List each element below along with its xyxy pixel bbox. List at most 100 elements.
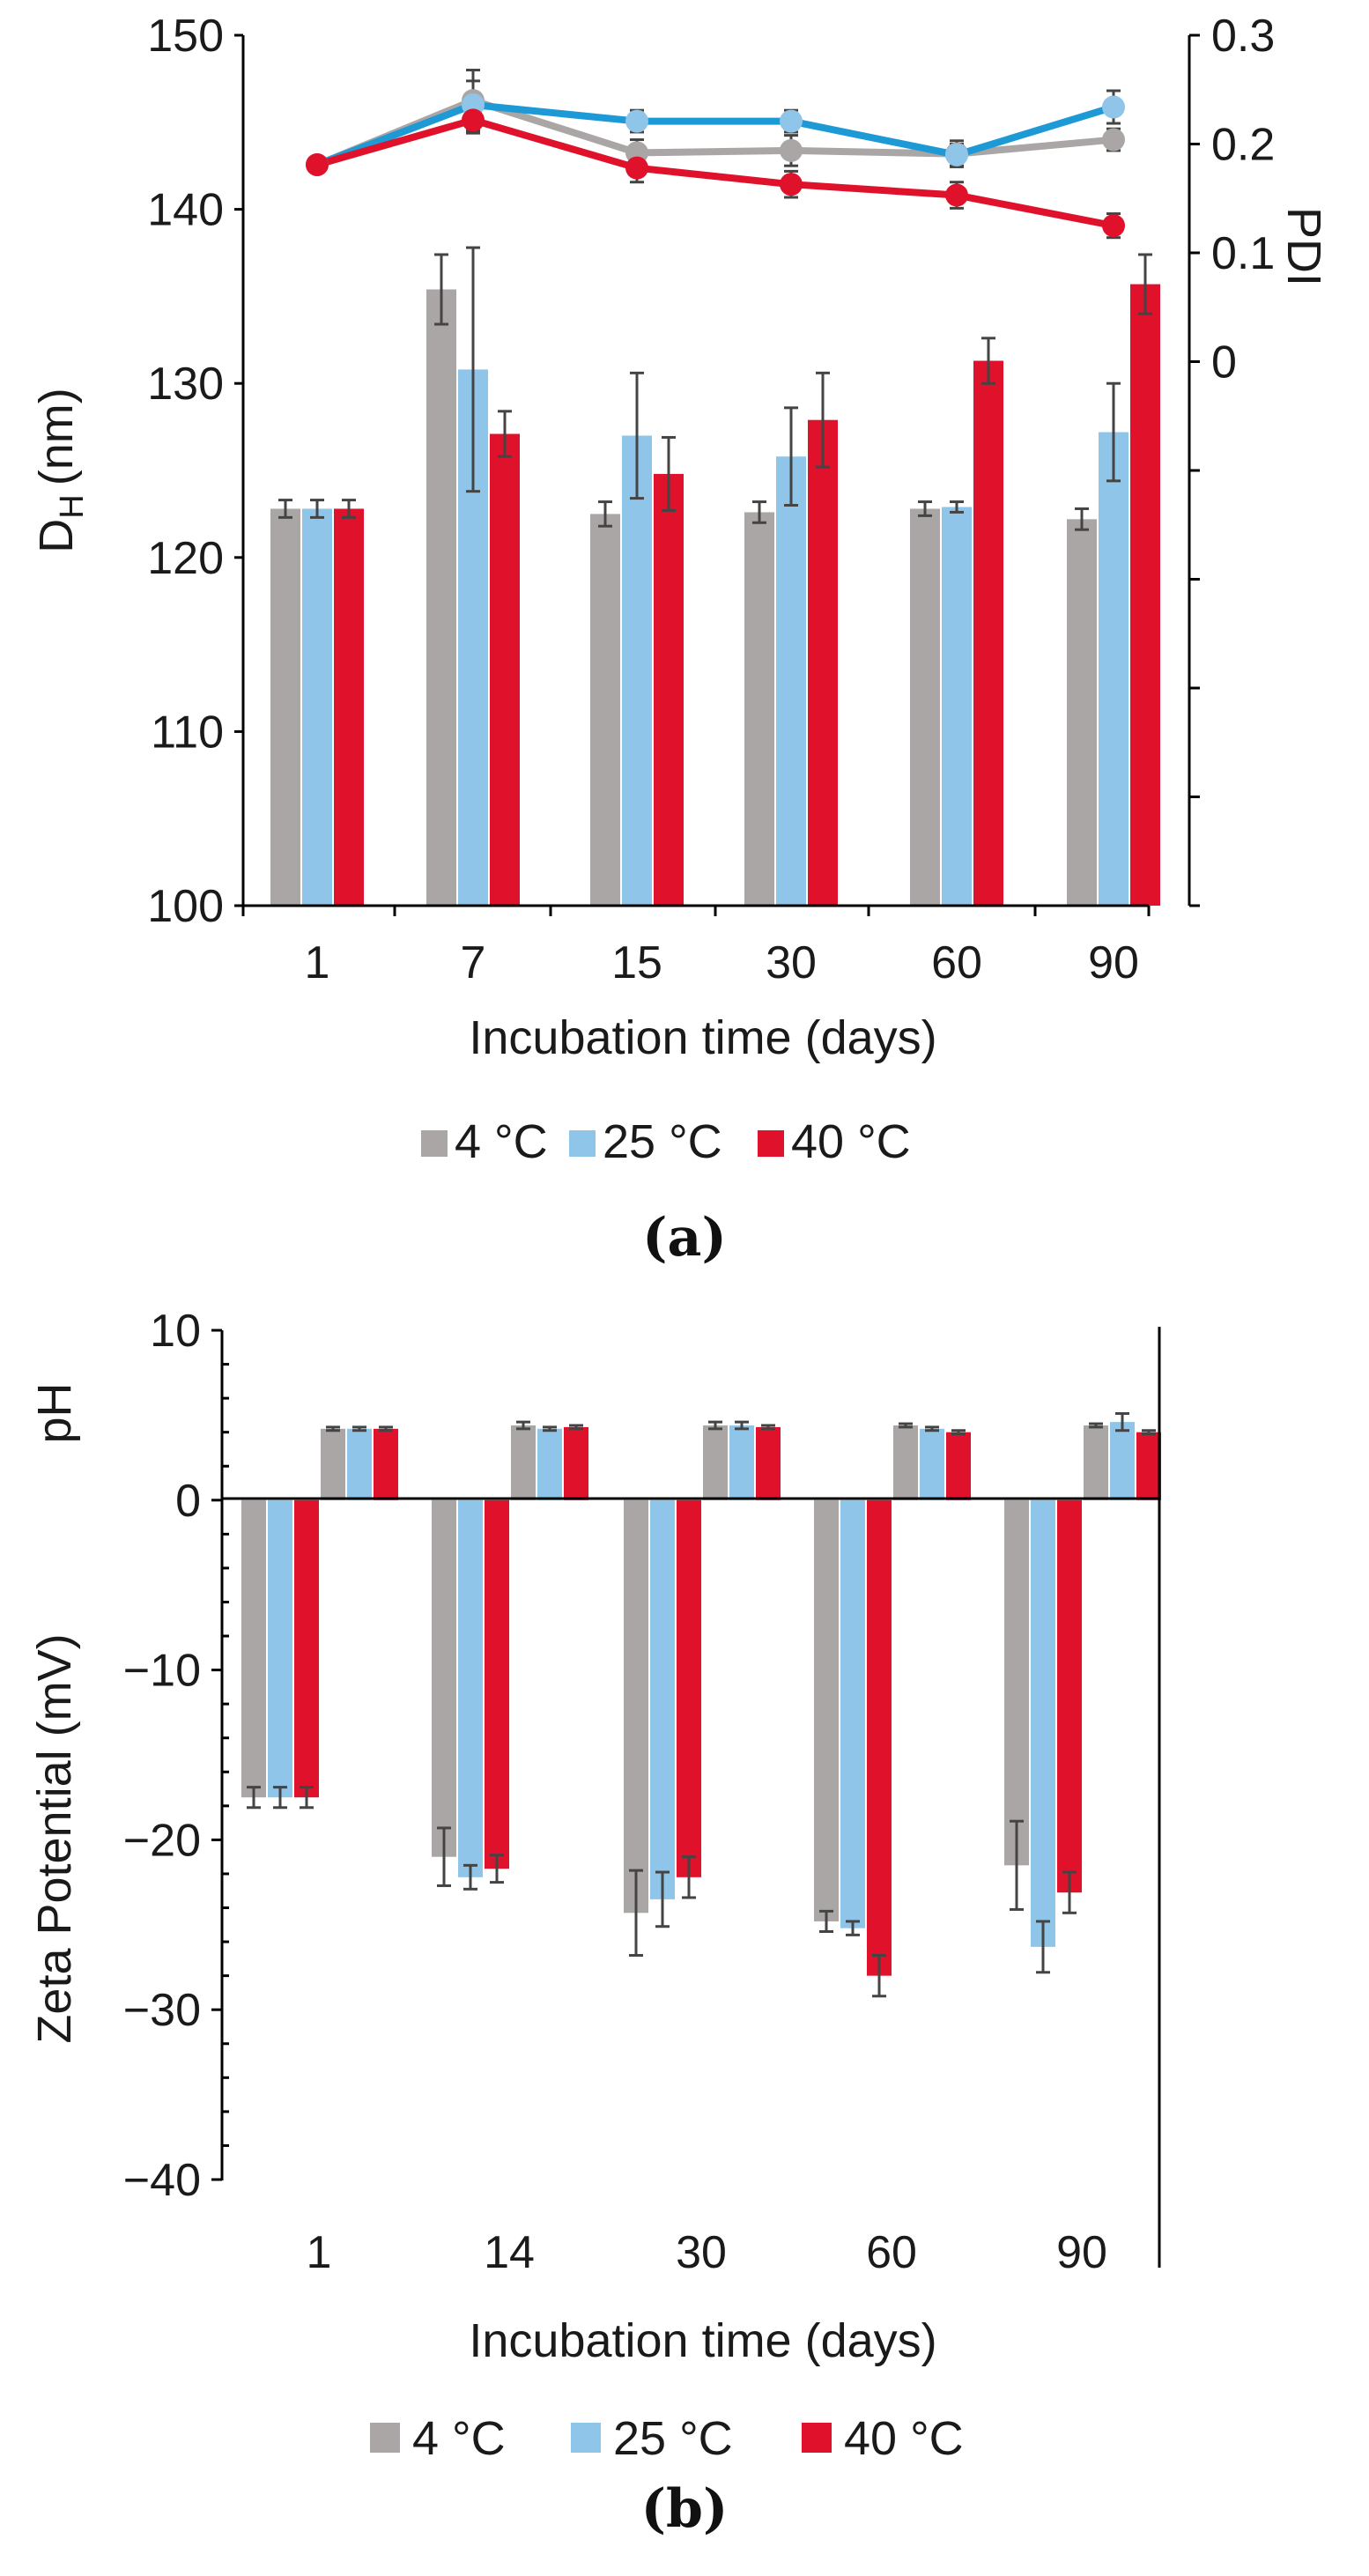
panel-a: 0 0.1 0.2 0.3 100 110 120 130 140 150 1 7 15 30 60 90… — [30, 11, 1330, 1269]
x-tick-labels: 1 7 15 30 60 90 — [241, 906, 1151, 988]
zeta-bar — [485, 1499, 509, 1869]
panel-b: −40 −30 −20 −10 0 10 1 14 30 60 90 pH Zeta Potent… — [28, 1306, 1161, 2540]
y-tick-label: −20 — [123, 1815, 201, 1866]
pdi-point — [780, 173, 803, 196]
legend-swatch — [758, 1130, 784, 1157]
y-tick-label: 120 — [147, 533, 224, 584]
zeta-bar — [867, 1499, 892, 1976]
pdi-line — [315, 116, 1114, 230]
zeta-bar — [432, 1499, 456, 1857]
legend-label: 4 °C — [455, 1115, 548, 1168]
pdi-point — [945, 183, 968, 207]
bar-40C — [334, 508, 364, 906]
y-tick-label: 130 — [147, 359, 224, 410]
bar-4C — [590, 514, 620, 906]
ph-bar — [920, 1428, 944, 1500]
bar-25C — [776, 456, 806, 906]
ph-bar — [374, 1428, 398, 1500]
bar-40C — [1130, 284, 1160, 906]
zeta-bar — [1057, 1499, 1082, 1893]
bar-4C — [270, 508, 300, 906]
x-tick-label: 90 — [1088, 937, 1139, 988]
y2-tick-label: 0.1 — [1211, 228, 1275, 279]
legend-swatch — [370, 2423, 400, 2453]
bar-25C — [302, 508, 332, 906]
pdi-point — [945, 143, 968, 167]
ph-bar — [756, 1426, 781, 1500]
x-axis-label: Incubation time (days) — [469, 2314, 936, 2367]
caption-a: (a) — [642, 1207, 727, 1269]
zeta-bar — [624, 1499, 648, 1913]
zeta-bar — [840, 1499, 865, 1928]
zeta-bar — [814, 1499, 839, 1921]
ph-bar — [564, 1426, 588, 1500]
ph-axis-label: pH — [28, 1382, 81, 1443]
y-tick-label: 150 — [147, 11, 224, 62]
y-tick-label: −30 — [123, 1985, 201, 2036]
zeta-bar — [241, 1499, 266, 1798]
zeta-bar — [268, 1499, 292, 1798]
x-tick-label: 90 — [1056, 2227, 1107, 2278]
legend-swatch — [802, 2423, 832, 2453]
y2-tick-label: 0 — [1211, 337, 1237, 389]
bar-4C — [426, 289, 456, 907]
x-tick-label: 7 — [461, 937, 486, 988]
zeta-ph-bars — [241, 1411, 1161, 1998]
ph-bar — [537, 1428, 562, 1500]
pdi-point — [780, 138, 803, 162]
bar-4C — [744, 512, 774, 906]
pdi-point — [462, 108, 485, 132]
bar-40C — [490, 433, 520, 906]
legend-label: 40 °C — [791, 1115, 911, 1168]
bar-25C — [622, 435, 652, 907]
y-ticks-left: −40 −30 −20 −10 0 10 — [123, 1306, 222, 2206]
ph-bar — [1084, 1425, 1108, 1500]
y-tick-label: −10 — [123, 1646, 201, 1697]
zeta-bar — [1031, 1499, 1055, 1947]
pdi-point — [306, 152, 329, 176]
legend: 4 °C 25 °C 40 °C — [421, 1115, 911, 1168]
y2-axis-label: PDI — [1277, 207, 1330, 286]
legend: 4 °C 25 °C 40 °C — [370, 2412, 964, 2465]
x-tick-label: 60 — [931, 937, 982, 988]
caption-b: (b) — [641, 2478, 729, 2540]
pdi-point — [780, 109, 803, 133]
legend-label: 25 °C — [603, 1115, 722, 1168]
pdi-point — [625, 109, 648, 133]
bar-40C — [654, 473, 684, 906]
x-tick-label: 15 — [611, 937, 662, 988]
bar-4C — [1067, 519, 1097, 906]
ph-bar — [347, 1428, 372, 1500]
pdi-point — [625, 156, 648, 180]
x-tick-label: 14 — [484, 2227, 535, 2278]
y-axis-label: Zeta Potential (mV) — [28, 1633, 81, 2043]
ph-bar — [1110, 1422, 1135, 1500]
pdi-lines — [306, 69, 1125, 240]
ph-bar — [511, 1425, 536, 1500]
y2-tick-label: 0.2 — [1211, 120, 1275, 171]
legend-swatch — [571, 2423, 601, 2453]
zeta-bar — [650, 1499, 675, 1899]
y-tick-label: 100 — [147, 881, 224, 932]
zeta-bar — [294, 1499, 319, 1798]
bar-25C — [942, 507, 972, 906]
y-tick-label: 0 — [175, 1476, 201, 1527]
legend-swatch — [569, 1130, 596, 1157]
zeta-bar — [458, 1499, 483, 1877]
y-tick-label: 110 — [151, 707, 224, 758]
y-axis-label: DH(nm) — [30, 388, 91, 552]
pdi-point — [1102, 128, 1125, 152]
ph-bar — [893, 1425, 918, 1500]
x-tick-label: 1 — [305, 937, 330, 988]
pdi-point — [1102, 95, 1125, 119]
bar-40C — [808, 419, 838, 906]
pdi-point — [1102, 214, 1125, 238]
legend-label: 25 °C — [613, 2412, 733, 2465]
zeta-bar — [1004, 1499, 1029, 1866]
x-tick-label: 1 — [307, 2227, 332, 2278]
legend-swatch — [421, 1130, 448, 1157]
x-axis-label: Incubation time (days) — [469, 1011, 936, 1064]
ph-bar — [1136, 1432, 1161, 1500]
dh-bars — [270, 246, 1160, 907]
legend-label: 40 °C — [844, 2412, 964, 2465]
